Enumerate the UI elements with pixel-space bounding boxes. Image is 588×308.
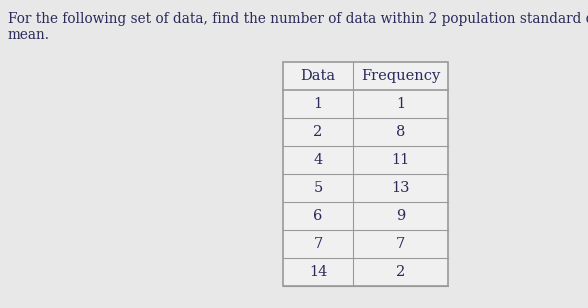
Text: Frequency: Frequency — [361, 69, 440, 83]
Text: 13: 13 — [391, 181, 410, 195]
Text: For the following set of data, find the number of data within 2 population stand: For the following set of data, find the … — [8, 12, 588, 26]
Bar — [283, 62, 448, 286]
Text: 2: 2 — [313, 125, 323, 139]
Text: 8: 8 — [396, 125, 405, 139]
Text: 1: 1 — [396, 97, 405, 111]
Text: 6: 6 — [313, 209, 323, 223]
Text: mean.: mean. — [8, 28, 50, 42]
Text: 4: 4 — [313, 153, 323, 167]
Text: 11: 11 — [392, 153, 410, 167]
Text: 7: 7 — [396, 237, 405, 251]
Text: 7: 7 — [313, 237, 323, 251]
Text: 9: 9 — [396, 209, 405, 223]
Text: 2: 2 — [396, 265, 405, 279]
Text: Data: Data — [300, 69, 336, 83]
Text: 14: 14 — [309, 265, 327, 279]
Text: 5: 5 — [313, 181, 323, 195]
Text: 1: 1 — [313, 97, 323, 111]
